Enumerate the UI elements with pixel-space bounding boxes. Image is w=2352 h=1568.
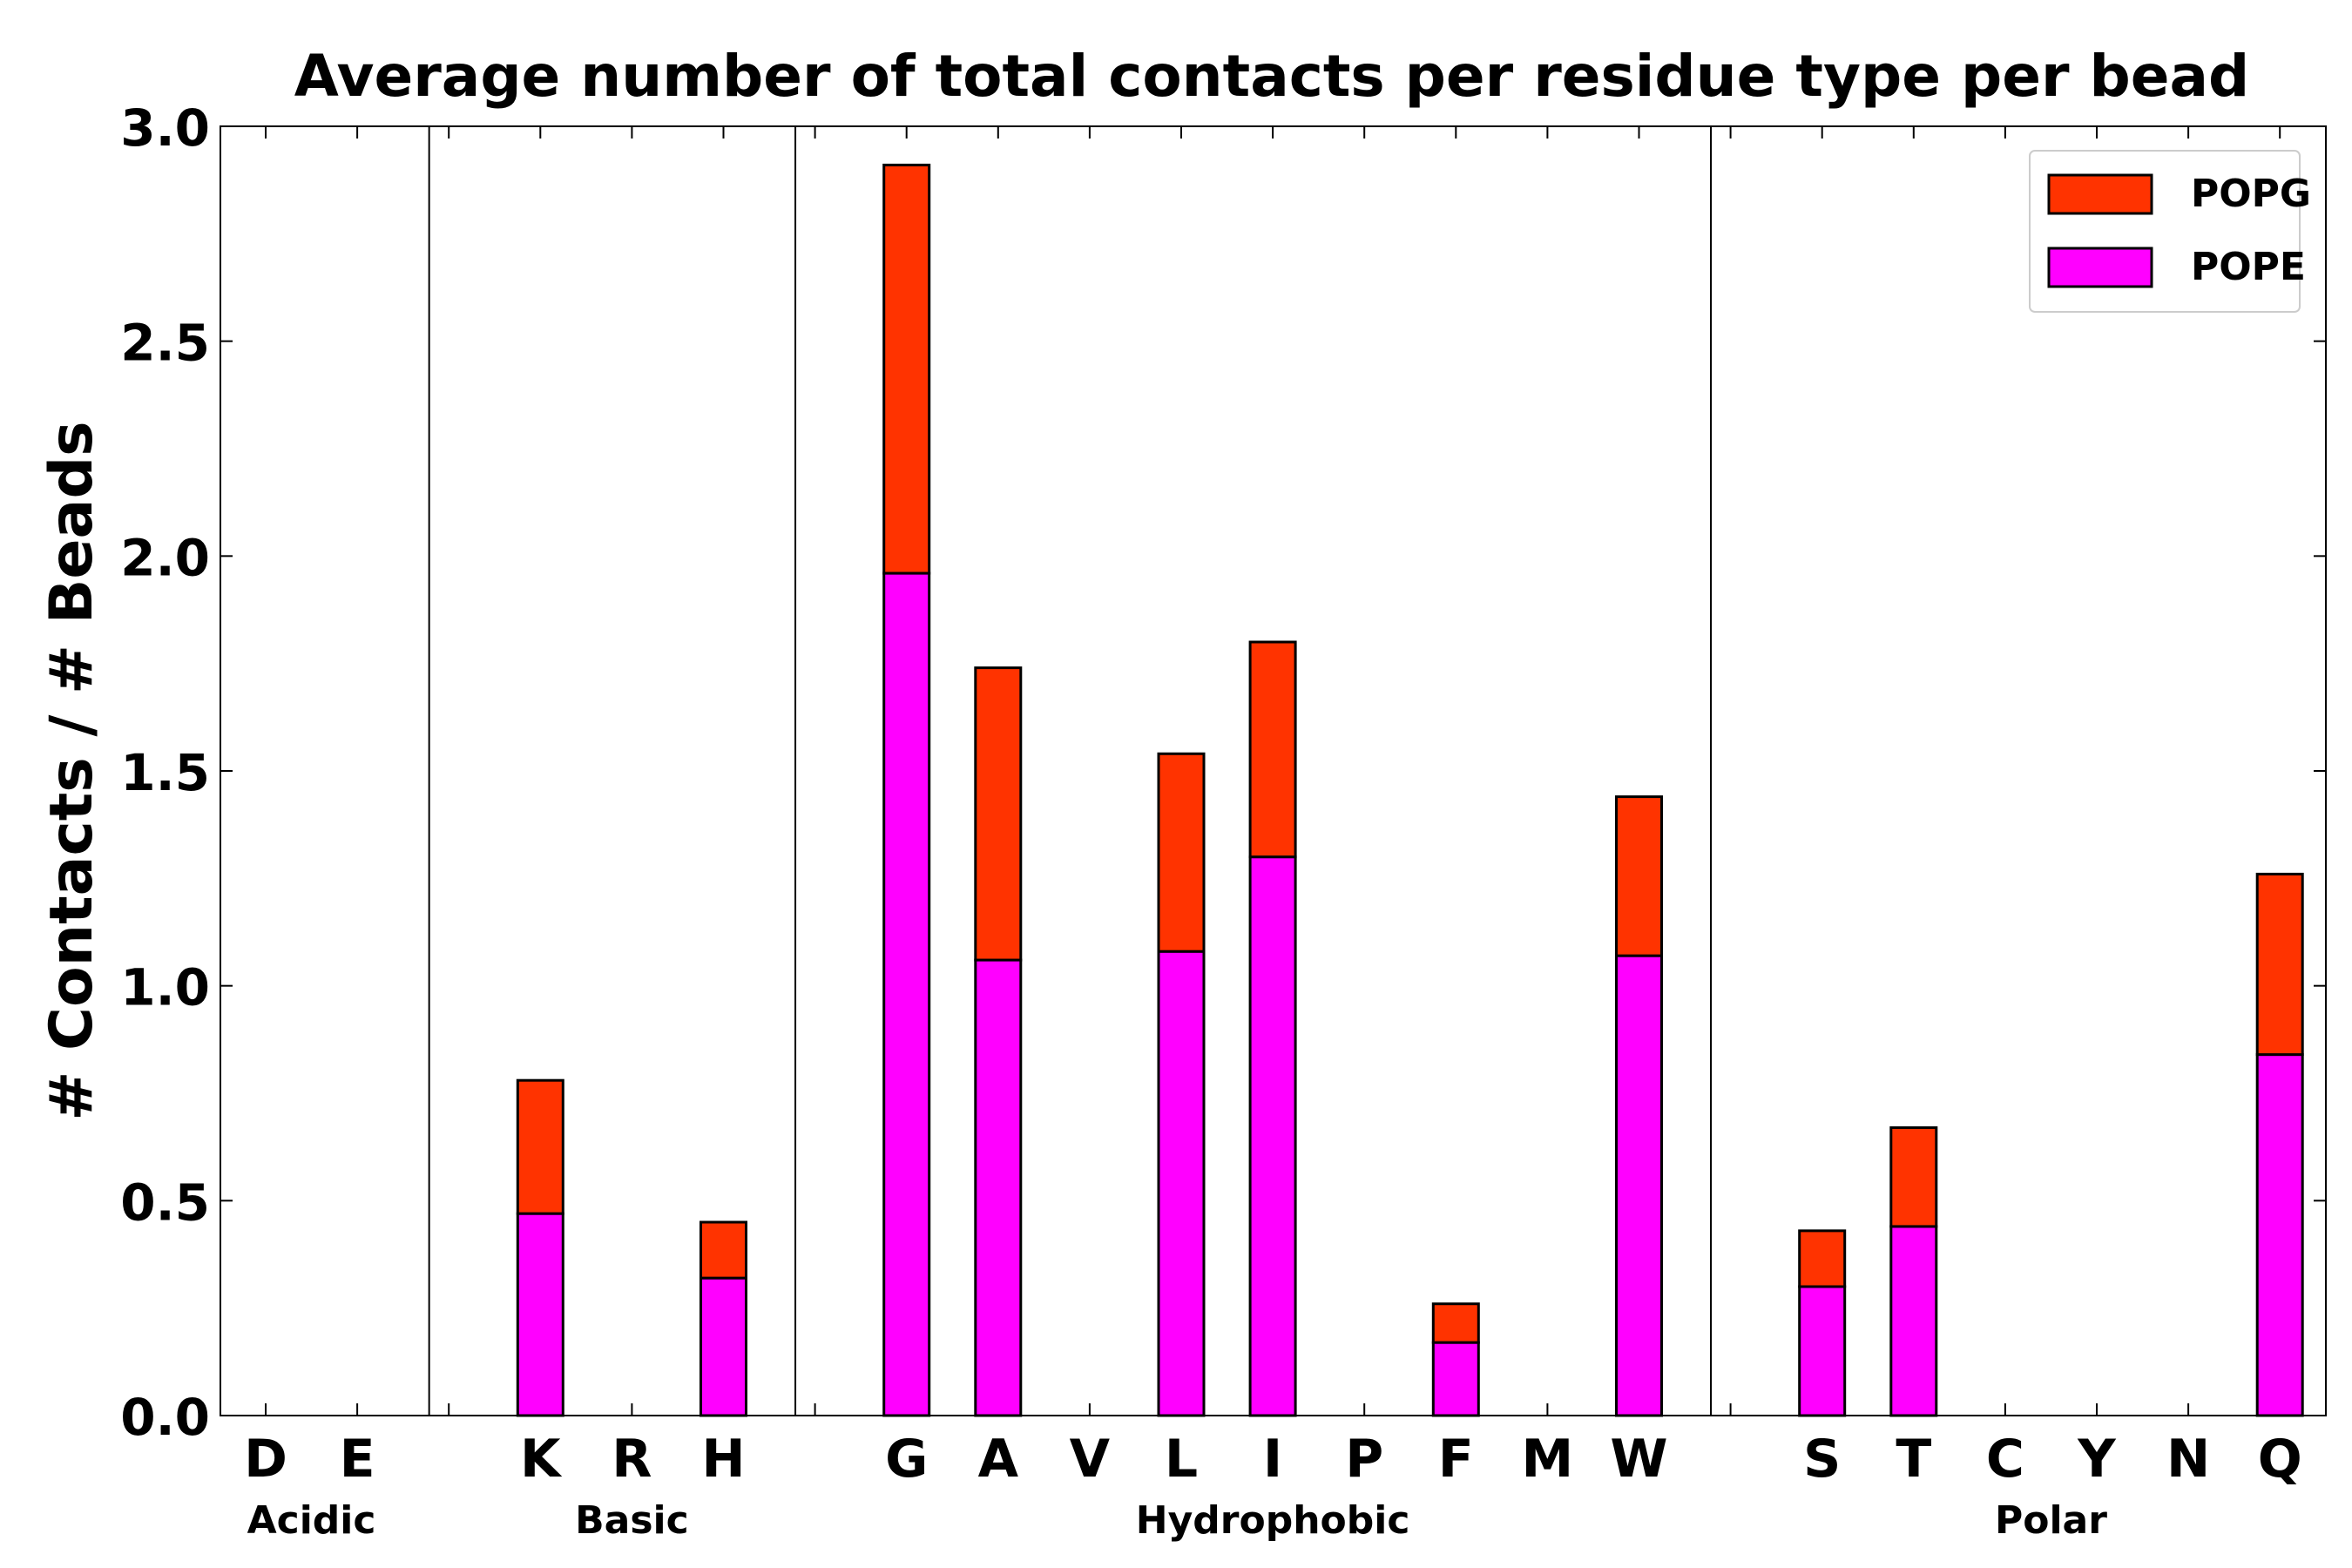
y-tick-label: 2.0 bbox=[120, 528, 210, 587]
plot-area: 0.0 0.5 1.0 1.5 2.0 2.5 3.0 D E K R H G A V L I P F M W S T C Y N… bbox=[120, 98, 2326, 1543]
y-tick-label: 2.5 bbox=[120, 314, 210, 373]
x-tick-label: N bbox=[2166, 1429, 2210, 1490]
x-tick-label: L bbox=[1165, 1429, 1198, 1490]
bar-pope bbox=[882, 571, 931, 1417]
x-tick-label: D bbox=[244, 1429, 287, 1490]
x-tick-label: Q bbox=[2258, 1429, 2302, 1490]
bar-pope bbox=[1248, 855, 1297, 1417]
x-tick-label: P bbox=[1345, 1429, 1383, 1490]
bar-pope bbox=[1798, 1285, 1847, 1417]
bar-pope bbox=[1157, 950, 1206, 1417]
x-tick-label: M bbox=[1522, 1429, 1574, 1490]
x-tick-label: R bbox=[612, 1429, 652, 1490]
group-label: Basic bbox=[575, 1498, 689, 1543]
y-tick-label: 3.0 bbox=[120, 98, 210, 158]
bar-popg bbox=[516, 1078, 564, 1215]
bar-popg bbox=[974, 666, 1023, 962]
bar-popg bbox=[700, 1220, 747, 1280]
x-tick-label: C bbox=[1986, 1429, 2024, 1490]
bar-popg bbox=[1798, 1229, 1847, 1288]
bar-pope bbox=[974, 958, 1023, 1417]
bar-pope bbox=[700, 1276, 747, 1417]
bar-popg bbox=[1431, 1302, 1480, 1344]
y-tick-label: 0.0 bbox=[120, 1388, 210, 1447]
chart-title: Average number of total contacts per res… bbox=[294, 43, 2250, 110]
group-label: Polar bbox=[1995, 1498, 2107, 1543]
bar-popg bbox=[2255, 872, 2304, 1057]
y-axis-label: # Contacts / # Beads bbox=[37, 421, 106, 1120]
legend-label-popg: POPG bbox=[2191, 172, 2311, 216]
bar-pope bbox=[1615, 954, 1663, 1417]
bar-pope bbox=[2255, 1053, 2304, 1417]
x-tick-label: H bbox=[701, 1429, 745, 1490]
bar-pope bbox=[1889, 1225, 1938, 1417]
legend-label-pope: POPE bbox=[2191, 245, 2306, 289]
bar-popg bbox=[1157, 752, 1206, 953]
y-tick-label: 1.5 bbox=[120, 743, 210, 802]
x-tick-label: I bbox=[1263, 1429, 1282, 1490]
bar-popg bbox=[1889, 1125, 1938, 1228]
bar-pope bbox=[516, 1212, 564, 1417]
bar-popg bbox=[1248, 640, 1297, 859]
group-label: Acidic bbox=[247, 1498, 376, 1543]
x-tick-label: E bbox=[340, 1429, 375, 1490]
x-tick-label: Y bbox=[2077, 1429, 2117, 1490]
plot-frame bbox=[220, 125, 2327, 1416]
x-tick-label: W bbox=[1610, 1429, 1667, 1490]
bar-popg bbox=[1615, 795, 1663, 957]
x-tick-label: S bbox=[1803, 1429, 1841, 1490]
x-tick-label: G bbox=[885, 1429, 928, 1490]
x-tick-label: V bbox=[1070, 1429, 1111, 1490]
legend-swatch-pope bbox=[2047, 247, 2153, 288]
bar-pope bbox=[1431, 1341, 1480, 1417]
legend-swatch-popg bbox=[2047, 173, 2153, 215]
x-tick-label: A bbox=[978, 1429, 1019, 1490]
group-label: Hydrophobic bbox=[1136, 1498, 1410, 1543]
x-tick-label: K bbox=[520, 1429, 563, 1490]
y-tick-label: 1.0 bbox=[120, 958, 210, 1017]
bar-popg bbox=[882, 163, 931, 575]
y-tick-label: 0.5 bbox=[120, 1173, 210, 1232]
x-tick-label: F bbox=[1438, 1429, 1474, 1490]
x-tick-label: T bbox=[1896, 1429, 1931, 1490]
